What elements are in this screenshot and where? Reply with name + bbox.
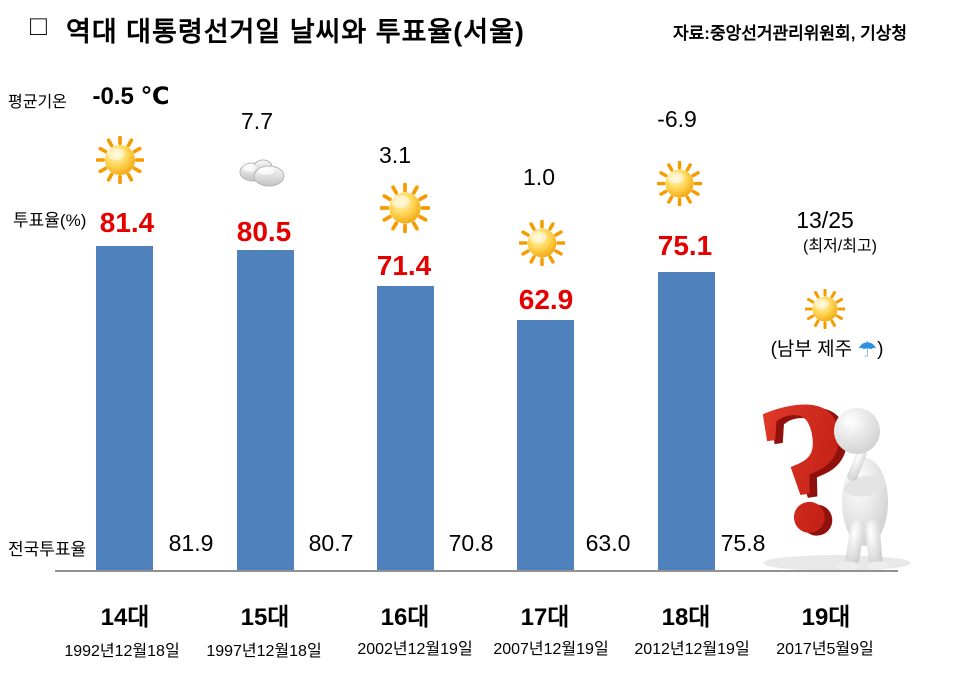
sun-icon-14	[96, 136, 144, 184]
title-bullet-square: □	[30, 10, 47, 41]
x-axis-line	[55, 570, 898, 572]
turnout-bar-15	[237, 250, 294, 572]
category-label-19: 19대	[801, 604, 851, 631]
question-mark-graphic: ? ?	[744, 370, 910, 575]
category-label-17: 17대	[520, 604, 570, 631]
category-label-15: 15대	[240, 604, 290, 631]
national-turnout-value-14: 81.9	[168, 530, 214, 556]
date-label-14: 1992년12월18일	[64, 643, 180, 660]
label-average-temperature: 평균기온	[8, 94, 67, 111]
temperature-value-18: -6.9	[657, 106, 697, 132]
sun-icon-16	[380, 183, 430, 233]
date-label-15: 1997년12월18일	[206, 643, 322, 660]
seoul-turnout-value-14: 81.4	[99, 207, 155, 238]
category-label-16: 16대	[380, 604, 430, 631]
national-turnout-value-15: 80.7	[308, 530, 354, 556]
sun-icon-18	[657, 161, 702, 206]
region-weather-note: (남부 제주 ☂)	[771, 334, 884, 361]
label-seoul-turnout: 투표율(%)	[13, 211, 87, 230]
sun-icon-17	[519, 220, 565, 266]
turnout-bar-16	[377, 286, 434, 572]
page-title: 역대 대통령선거일 날씨와 투표율(서울)	[66, 17, 525, 47]
category-label-14: 14대	[100, 604, 150, 631]
thinking-figure	[834, 408, 889, 571]
cloud-icon-15	[239, 159, 285, 187]
rain-umbrella-icon: ☂	[857, 337, 878, 362]
label-national-turnout: 전국투표율	[8, 540, 87, 559]
source-credit: 자료:중앙선거관리위원회, 기상청	[673, 24, 908, 43]
temperature-value-15: 7.7	[241, 108, 273, 134]
turnout-bar-14	[96, 246, 153, 572]
seoul-turnout-value-18: 75.1	[657, 230, 713, 261]
date-label-16: 2002년12월19일	[357, 641, 473, 658]
region-note-suffix: )	[877, 339, 884, 360]
sun-icon-19	[805, 289, 845, 329]
minmax-note: (최저/최고)	[803, 238, 877, 255]
turnout-bar-18	[658, 271, 715, 572]
temperature-value-19: 13/25	[796, 207, 854, 233]
date-label-17: 2007년12월19일	[493, 641, 609, 658]
seoul-turnout-value-15: 80.5	[236, 216, 292, 247]
national-turnout-value-17: 63.0	[585, 530, 631, 556]
national-turnout-value-16: 70.8	[448, 530, 494, 556]
temperature-value-14: -0.5 ℃	[92, 83, 170, 110]
seoul-turnout-value-17: 62.9	[518, 284, 574, 315]
seoul-turnout-value-16: 71.4	[376, 250, 432, 281]
date-label-18: 2012년12월19일	[634, 641, 750, 658]
turnout-bar-17	[517, 320, 574, 572]
temperature-value-16: 3.1	[379, 142, 411, 168]
region-note-prefix: (남부 제주	[770, 339, 853, 360]
category-label-18: 18대	[661, 604, 711, 631]
temperature-value-17: 1.0	[523, 164, 555, 190]
national-turnout-value-18: 75.8	[720, 530, 766, 556]
date-label-19: 2017년5월9일	[776, 641, 874, 658]
